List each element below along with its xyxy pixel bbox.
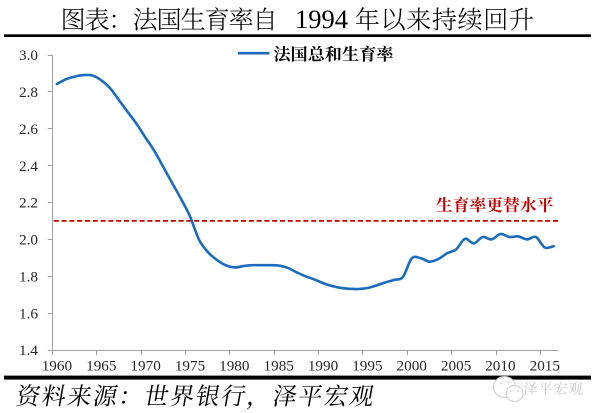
- svg-text:2000: 2000: [397, 358, 428, 375]
- svg-text:1975: 1975: [175, 358, 205, 375]
- svg-text:1.8: 1.8: [19, 268, 38, 285]
- svg-text:1980: 1980: [219, 358, 250, 375]
- svg-text:1995: 1995: [352, 358, 382, 375]
- svg-text:3.0: 3.0: [19, 47, 38, 64]
- svg-text:1.4: 1.4: [19, 342, 38, 359]
- svg-text:1994: 1994: [295, 4, 348, 34]
- svg-text:2.6: 2.6: [19, 121, 38, 138]
- svg-text:2010: 2010: [485, 358, 516, 375]
- svg-text:1990: 1990: [308, 358, 339, 375]
- svg-text:2.8: 2.8: [19, 84, 38, 101]
- svg-text:1.6: 1.6: [19, 305, 38, 322]
- svg-text:1965: 1965: [86, 358, 116, 375]
- svg-text:2005: 2005: [441, 358, 471, 375]
- svg-text:2.4: 2.4: [19, 158, 38, 175]
- svg-text:1970: 1970: [130, 358, 161, 375]
- svg-text:1960: 1960: [42, 358, 73, 375]
- svg-text:2.2: 2.2: [19, 195, 38, 212]
- svg-text:2.0: 2.0: [19, 232, 38, 249]
- svg-text:1985: 1985: [264, 358, 294, 375]
- svg-text:2015: 2015: [530, 358, 560, 375]
